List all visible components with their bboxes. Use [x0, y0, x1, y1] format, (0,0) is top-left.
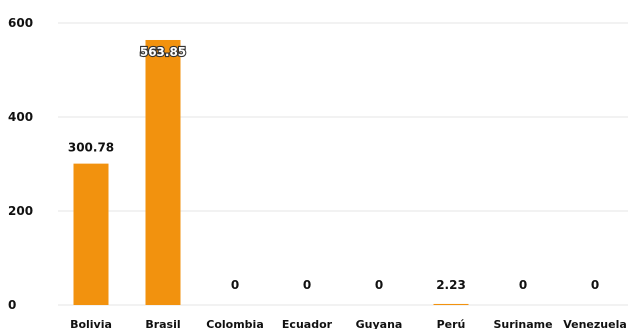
y-tick-label: 0: [8, 298, 16, 312]
data-label: 0: [519, 278, 527, 292]
data-label: 563.85: [140, 45, 186, 59]
bar-per: [433, 303, 469, 305]
x-tick-label: Suriname: [493, 318, 552, 329]
x-tick-label: Venezuela: [563, 318, 627, 329]
data-label: 300.78: [68, 141, 114, 155]
y-tick-label: 200: [8, 204, 33, 218]
y-tick-label: 400: [8, 110, 33, 124]
data-label: 0: [591, 278, 599, 292]
x-tick-label: Colombia: [206, 318, 264, 329]
data-label: 0: [375, 278, 383, 292]
bars: [73, 39, 469, 305]
data-labels: 300.78 563.85 0 0 0 2.23 0 0: [68, 44, 599, 292]
x-tick-label: Brasil: [145, 318, 180, 329]
data-label: 0: [303, 278, 311, 292]
bar-bolivia: [73, 163, 109, 305]
x-tick-label: Guyana: [356, 318, 403, 329]
y-tick-label: 600: [8, 16, 33, 30]
bar-brasil: [145, 39, 181, 305]
x-tick-label: Perú: [437, 318, 466, 329]
x-axis-categories: Bolivia Brasil Colombia Ecuador Guyana Perú Su…: [70, 318, 627, 329]
data-label: 2.23: [436, 278, 466, 292]
gridlines: [58, 22, 628, 306]
x-tick-label: Ecuador: [282, 318, 333, 329]
x-tick-label: Bolivia: [70, 318, 112, 329]
data-label: 0: [231, 278, 239, 292]
y-axis-ticks: 0 200 400 600: [8, 16, 33, 312]
